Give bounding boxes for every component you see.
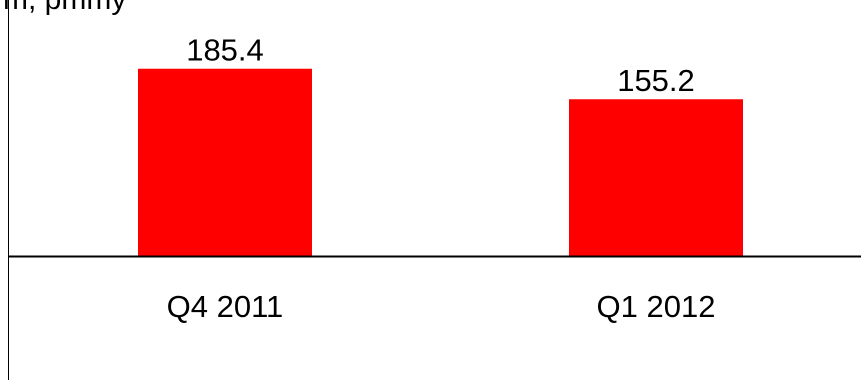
x-tick-label-q4-2011: Q4 2011	[167, 289, 284, 324]
bars-group	[138, 68, 743, 256]
data-label-q4-2011: 185.4	[186, 33, 264, 68]
bar-q4-2011	[138, 68, 312, 256]
x-tick-label-q1-2012: Q1 2012	[597, 289, 716, 324]
cut-off-header-text: m, pmmy	[3, 0, 126, 16]
plot-area: m, pmmy 185.4 Q4 2011 155.2 Q1 2012	[3, 0, 861, 380]
bar-q1-2012	[569, 99, 743, 256]
labels-group: 185.4 Q4 2011 155.2 Q1 2012	[167, 33, 716, 324]
data-label-q1-2012: 155.2	[617, 63, 695, 98]
